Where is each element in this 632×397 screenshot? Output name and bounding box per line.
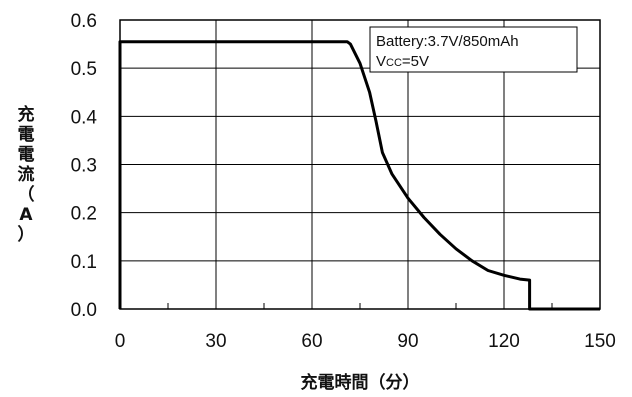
y-axis-title-char: 流	[18, 164, 35, 185]
x-axis-title: 充電時間（分）	[301, 372, 420, 393]
y-tick-label: 0.1	[71, 252, 97, 273]
y-axis-title-char: 電	[18, 145, 35, 165]
y-axis-title-char: 電	[18, 125, 35, 145]
y-axis-title-char: 充	[18, 104, 35, 125]
y-tick-label: 0.5	[71, 59, 97, 80]
y-axis-title-char: ）	[18, 224, 35, 245]
y-axis-ticks: 0.0 0.1 0.2 0.3 0.4 0.5 0.6	[71, 11, 98, 321]
y-axis-title-char: A	[19, 205, 33, 225]
y-tick-label: 0.0	[71, 300, 97, 321]
y-tick-label: 0.4	[71, 107, 98, 128]
y-tick-label: 0.3	[71, 156, 97, 177]
x-tick-label: 30	[205, 331, 226, 352]
x-tick-label: 60	[301, 331, 322, 352]
annotation-frame	[369, 26, 578, 73]
x-tick-label: 150	[584, 331, 616, 352]
annotation-battery: Battery:3.7V/850mAh	[376, 33, 519, 50]
x-tick-label: 90	[397, 331, 418, 352]
annotation-vcc-sub: CC	[386, 57, 402, 69]
y-tick-label: 0.2	[71, 204, 97, 225]
annotation-vcc-value: =5V	[402, 53, 429, 70]
series-line-charge-current	[118, 40, 600, 311]
x-axis-ticks: 0 30 60 90 120 150	[115, 331, 616, 352]
y-axis-title-char: （	[18, 184, 35, 205]
annotation-vcc: VCC=5V	[376, 53, 429, 70]
annotation-vcc-main: V	[376, 53, 386, 70]
x-tick-label: 120	[488, 331, 520, 352]
annotation-box: Battery:3.7V/850mAh VCC=5V	[369, 26, 578, 73]
y-tick-label: 0.6	[71, 11, 97, 32]
x-tick-label: 0	[115, 331, 126, 352]
